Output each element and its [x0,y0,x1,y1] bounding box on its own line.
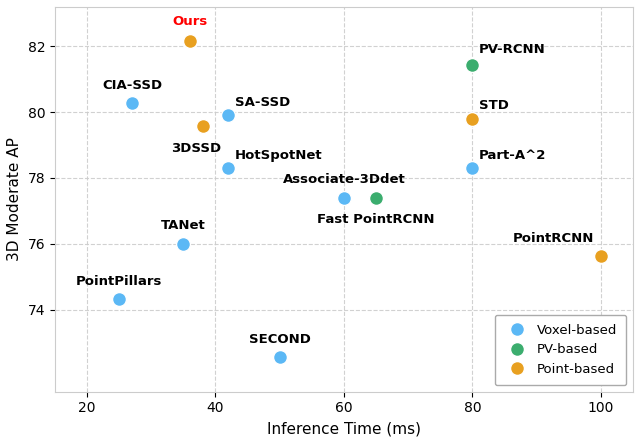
Point [198,123,208,130]
Text: Part-A^2: Part-A^2 [479,148,547,162]
Text: Associate-3Ddet: Associate-3Ddet [283,173,405,186]
Point [467,164,477,171]
Point [275,354,285,361]
Text: Ours: Ours [172,16,207,28]
Text: PointRCNN: PointRCNN [513,233,595,245]
Text: TANet: TANet [161,219,205,232]
Text: SECOND: SECOND [249,333,310,346]
Text: Fast PointRCNN: Fast PointRCNN [317,213,435,225]
Point [371,194,381,201]
Point [339,194,349,201]
Text: STD: STD [479,99,509,112]
Point [467,62,477,69]
Point [127,99,137,106]
Point [596,252,606,259]
Text: PV-RCNN: PV-RCNN [479,43,546,56]
Point [185,38,195,45]
Text: PointPillars: PointPillars [76,275,163,288]
Point [114,296,124,303]
X-axis label: Inference Time (ms): Inference Time (ms) [267,421,421,436]
Point [223,112,234,119]
Point [178,240,188,247]
Point [223,164,234,171]
Text: SA-SSD: SA-SSD [235,96,290,109]
Y-axis label: 3D Moderate AP: 3D Moderate AP [7,137,22,261]
Legend: Voxel-based, PV-based, Point-based: Voxel-based, PV-based, Point-based [495,315,627,385]
Text: HotSpotNet: HotSpotNet [235,148,323,162]
Text: CIA-SSD: CIA-SSD [102,79,162,92]
Text: 3DSSD: 3DSSD [171,142,221,155]
Point [467,115,477,122]
